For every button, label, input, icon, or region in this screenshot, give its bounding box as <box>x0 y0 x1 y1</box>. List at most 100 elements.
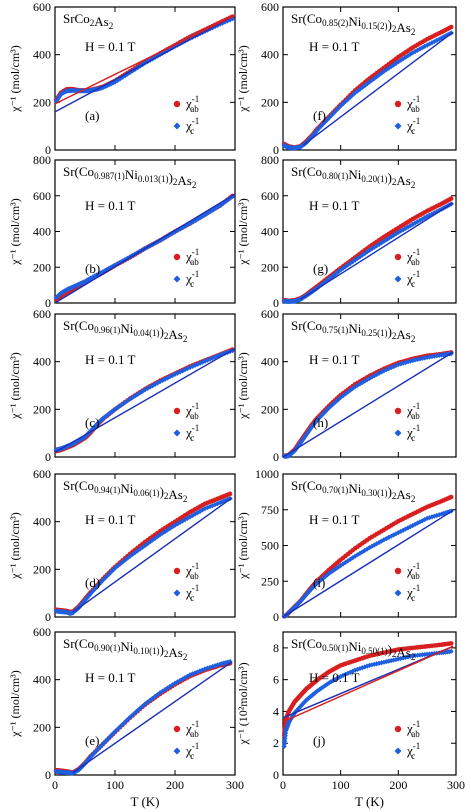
data-point-c <box>436 512 442 518</box>
data-point-c <box>350 92 356 98</box>
data-point-c <box>187 514 193 520</box>
data-point-c <box>393 656 399 663</box>
data-point-c <box>398 57 404 63</box>
data-point-c <box>326 680 332 686</box>
data-point-c <box>98 270 104 276</box>
plot-frame <box>54 473 236 618</box>
data-point-c <box>96 271 102 277</box>
data-point-c <box>436 207 442 213</box>
legend-label-c: χ-1 c <box>406 583 420 603</box>
data-point-c <box>354 88 361 94</box>
legend-sup: -1 <box>413 719 421 729</box>
legend-marker-c <box>394 747 402 755</box>
legend-marker-ab <box>173 567 181 575</box>
legend-label-c: χ-1 c <box>406 741 420 761</box>
title-text: ) <box>160 642 164 657</box>
legend-sup: -1 <box>192 741 200 751</box>
data-point-c <box>350 385 356 392</box>
legend-sub: c <box>190 593 194 603</box>
data-point-c <box>322 573 328 580</box>
data-point-c <box>378 70 385 76</box>
data-point-c <box>322 119 328 125</box>
data-point-c <box>422 516 428 523</box>
data-point-c <box>117 561 123 567</box>
data-point-c <box>98 579 104 585</box>
data-point-c <box>414 47 421 53</box>
data-point-c <box>179 368 186 374</box>
title-text: Sr(Co <box>291 318 322 333</box>
data-point-c <box>328 274 334 280</box>
data-point-ab <box>227 491 233 497</box>
data-point-c <box>149 537 156 543</box>
panel-title: Sr(Co0.96(1)Ni0.04(1))2As2 <box>63 318 187 344</box>
data-point-c <box>112 565 118 571</box>
field-label: H = 0.1 T <box>85 670 135 685</box>
data-point-c <box>378 660 385 666</box>
series-ab <box>281 641 454 738</box>
title-subscript: 2 <box>392 24 397 34</box>
data-point-c <box>104 573 110 579</box>
title-subscript: 2 <box>183 652 188 662</box>
plot-frame <box>282 631 457 776</box>
data-point-c <box>212 663 218 669</box>
legend-sup: -1 <box>192 116 200 126</box>
data-point-c <box>144 541 151 547</box>
field-label: H = 0.1 T <box>309 670 359 685</box>
data-point-c <box>429 514 435 520</box>
data-point-c <box>117 724 123 730</box>
data-point-c <box>442 33 449 39</box>
title-text: As <box>396 173 410 188</box>
panel-j: 0 2 4 6 8 0 100 200 300 T (K) χ⁻¹ (10²mol/cm³) Sr(C… <box>236 631 465 809</box>
data-point-c <box>114 77 121 84</box>
data-point-c <box>164 685 171 691</box>
data-point-c <box>444 32 450 38</box>
panel-g: 0 200 400 600 800 χ⁻¹ (mol/cm³) Sr(Co0.80(1)Ni… <box>236 153 457 310</box>
panel-title: Sr(Co0.987(1)Ni0.013(1))2As2 <box>63 164 196 190</box>
data-point-c <box>376 241 382 247</box>
legend-sub: c <box>190 126 194 136</box>
title-text: ) <box>388 642 392 657</box>
x-tick-label: 100 <box>332 778 350 792</box>
data-point-c <box>318 685 325 691</box>
legend-sup: -1 <box>192 583 200 593</box>
legend-label-ab: χ-1 ab <box>406 247 420 267</box>
x-tick-label: 300 <box>226 778 244 792</box>
data-point-c <box>357 254 363 260</box>
panel-title: Sr(Co0.94(1)Ni0.06(1))2As2 <box>63 478 187 504</box>
data-point-c <box>378 538 385 544</box>
data-point-c <box>142 701 148 707</box>
data-point-c <box>124 555 131 561</box>
data-point-c <box>400 360 406 366</box>
data-point-c <box>106 265 112 272</box>
y-tick-label: 0 <box>45 143 51 157</box>
data-point-c <box>359 665 365 671</box>
data-point-c <box>197 668 203 674</box>
y-tick-label: 750 <box>261 503 279 517</box>
data-point-c <box>154 380 161 386</box>
data-point-c <box>119 559 126 565</box>
y-tick-label: 200 <box>33 720 51 734</box>
y-tick-label: 200 <box>261 260 279 274</box>
data-point-c <box>315 688 321 694</box>
legend-sub: c <box>411 751 415 761</box>
data-point-c <box>108 733 114 739</box>
data-point-c <box>371 75 377 82</box>
title-text: ) <box>160 324 164 339</box>
legend-marker-c <box>394 122 402 130</box>
fit-line <box>282 351 454 458</box>
data-point-c <box>149 695 156 701</box>
legend-sup: -1 <box>413 247 421 257</box>
legend-chi: χ <box>406 743 413 758</box>
data-point-c <box>357 381 363 387</box>
title-subscript: 0.04(1) <box>133 328 159 338</box>
data-point-c <box>398 528 404 535</box>
legend-label-ab: χ-1 ab <box>185 561 199 581</box>
field-label: H = 0.1 T <box>309 198 359 213</box>
panel-letter: (f) <box>313 108 326 123</box>
data-point-c <box>108 409 114 415</box>
y-tick-label: 0 <box>273 143 279 157</box>
data-point-c <box>320 121 326 127</box>
title-text: Sr(Co <box>291 636 322 651</box>
data-point-c <box>332 566 338 573</box>
data-point-c <box>187 672 193 678</box>
